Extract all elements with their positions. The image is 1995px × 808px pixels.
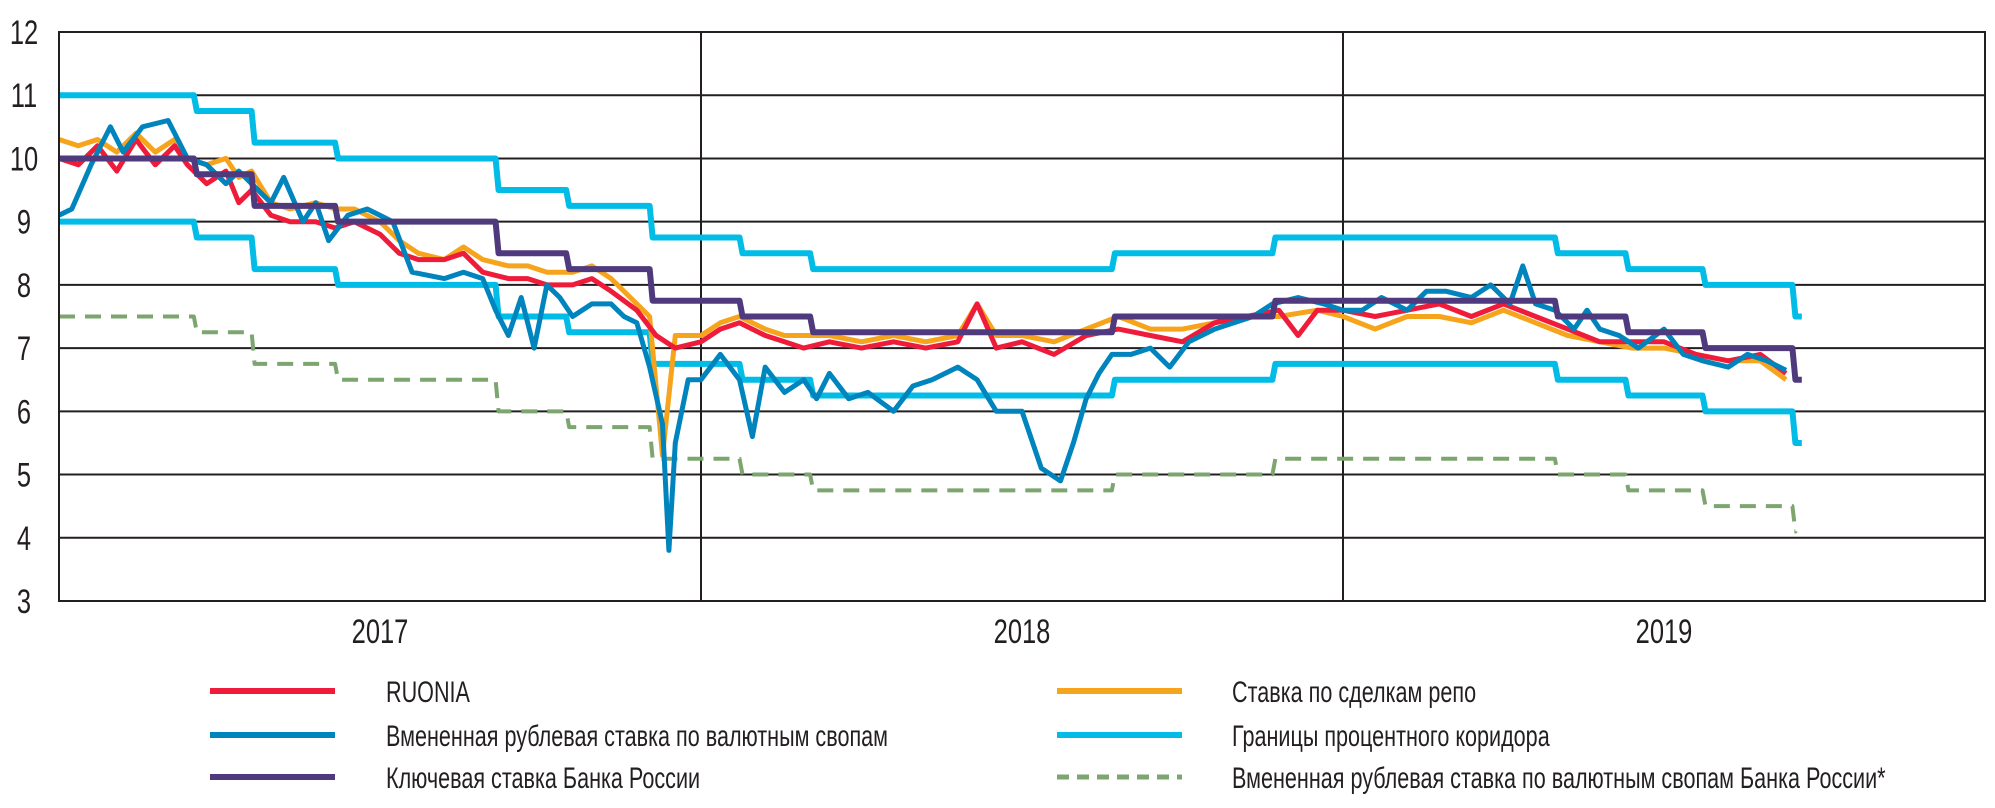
y-tick-label: 7: [17, 331, 31, 368]
series-key-line: [59, 155, 1802, 383]
x-tick-label: 2019: [1636, 614, 1693, 651]
x-tick-label: 2018: [994, 614, 1051, 651]
y-tick-label: 5: [17, 457, 31, 494]
series-ruonia-line: [58, 137, 1788, 376]
y-tick-label: 11: [11, 78, 37, 115]
legend-label-key: Ключевая ставка Банка России: [386, 760, 700, 794]
legend-label-ruonia: RUONIA: [386, 674, 470, 708]
grid: [59, 31, 1985, 602]
series-repo-line: [58, 130, 1788, 459]
series-corridor-upper-line: [59, 92, 1802, 320]
y-tick-label: 10: [10, 141, 38, 178]
x-tick-label: 2017: [352, 614, 409, 651]
y-tick-label: 8: [17, 267, 31, 304]
y-tick-label: 4: [17, 520, 31, 557]
series-swap-line: [57, 118, 1788, 553]
legend-label-swap: Вмененная рублевая ставка по валютным св…: [386, 718, 888, 752]
y-tick-label: 12: [10, 15, 38, 52]
legend-label-repo: Ставка по сделкам репо: [1232, 674, 1476, 708]
legend-label-cbr-swap: Вмененная рублевая ставка по валютным св…: [1232, 760, 1886, 794]
y-tick-label: 9: [17, 204, 31, 241]
legend-label-corridor: Границы процентного коридора: [1232, 718, 1550, 752]
series-layer: [57, 92, 1802, 553]
x-axis-ticks: 2017 2018 2019: [352, 614, 1693, 651]
legend: RUONIA Вмененная рублевая ставка по валют…: [210, 674, 1886, 795]
plot-frame: [58, 31, 1986, 602]
series-corridor-lower-line: [59, 218, 1802, 446]
y-axis-ticks: 3 4 5 6 7 8 9 10 11 12: [10, 15, 38, 621]
y-tick-label: 6: [17, 394, 31, 431]
y-tick-label: 3: [17, 584, 31, 621]
